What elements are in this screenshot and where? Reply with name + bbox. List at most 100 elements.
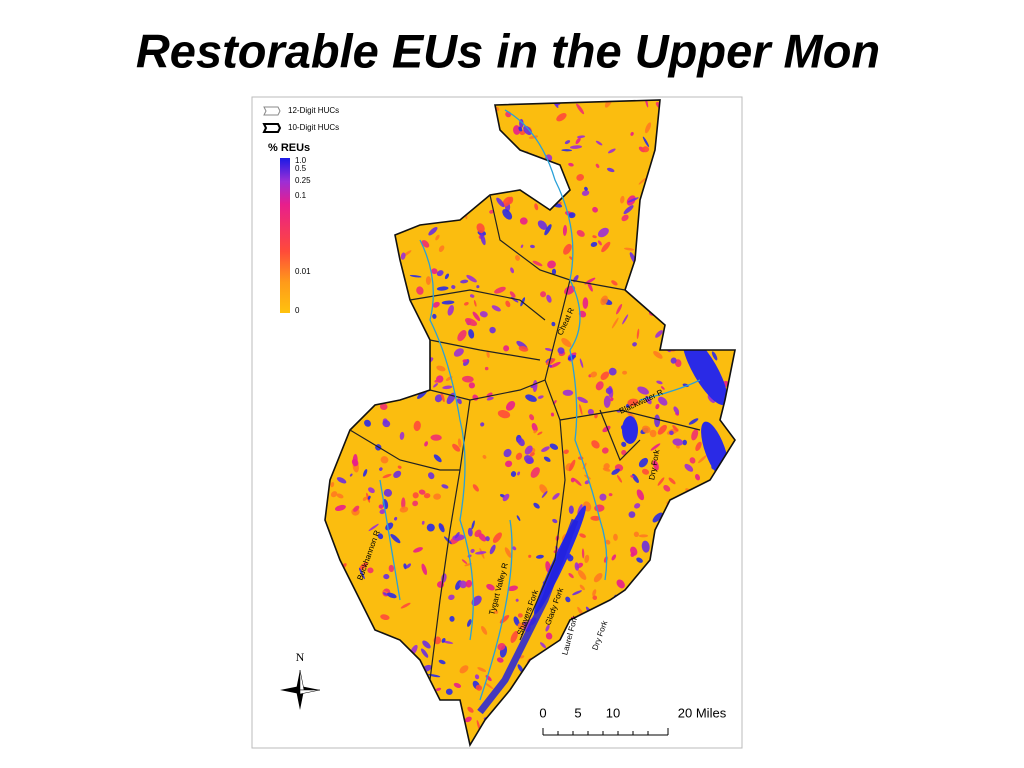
- reu-patch: [576, 174, 585, 181]
- reu-patch: [471, 520, 475, 530]
- reu-patch: [549, 361, 561, 368]
- legend-tick: 1.0: [295, 156, 307, 165]
- reu-patch: [530, 467, 540, 478]
- reu-patch: [485, 536, 490, 542]
- reu-patch: [541, 446, 550, 452]
- reu-patch: [523, 125, 532, 136]
- reu-patch: [682, 334, 728, 406]
- reu-patch: [611, 554, 617, 561]
- shavers-corridor: [477, 518, 579, 715]
- reu-patch: [630, 475, 634, 478]
- reu-patch: [668, 477, 676, 485]
- reu-patch: [403, 563, 407, 570]
- reu-patch: [638, 534, 649, 538]
- reu-patch: [452, 443, 461, 452]
- reu-patch: [649, 429, 657, 438]
- reu-patch: [652, 512, 663, 523]
- reu-patch: [556, 112, 567, 122]
- reu-patch: [605, 539, 611, 545]
- reu-patch: [616, 475, 623, 483]
- reu-patch: [634, 503, 641, 509]
- reu-patch: [672, 425, 679, 432]
- reu-patch: [672, 438, 684, 446]
- reu-patch: [505, 460, 513, 468]
- reu-patch: [467, 527, 473, 537]
- reu-patch: [630, 131, 634, 136]
- reu-patch: [481, 626, 488, 635]
- reu-patch: [576, 103, 585, 115]
- reu-patch: [663, 485, 671, 492]
- reu-patch: [517, 471, 521, 476]
- reu-patch: [427, 472, 435, 480]
- reu-patch: [394, 516, 398, 521]
- reu-patch: [454, 531, 460, 539]
- reu-patch: [579, 358, 584, 368]
- reu-patch: [451, 285, 456, 289]
- reu-patch: [358, 562, 368, 571]
- reu-patch: [433, 454, 442, 463]
- reu-patch: [525, 394, 537, 402]
- scale-bar: [542, 728, 669, 736]
- reu-patch: [622, 314, 629, 325]
- reu-patch: [406, 563, 412, 569]
- reu-patch: [525, 458, 534, 464]
- reu-patch: [528, 554, 532, 558]
- reu-patch: [497, 410, 511, 419]
- reu-patch: [399, 506, 409, 513]
- reu-patch: [468, 382, 476, 389]
- legend-tick: 0.25: [295, 176, 311, 185]
- reu-patch: [336, 493, 344, 499]
- reu-patch: [590, 371, 598, 378]
- reu-patch: [595, 381, 604, 391]
- reu-patch: [368, 523, 379, 532]
- reu-patch: [548, 364, 553, 368]
- legend-tick: 0.5: [295, 164, 307, 173]
- reu-patch: [382, 419, 391, 428]
- reu-patch: [568, 459, 576, 472]
- reu-patch: [637, 386, 649, 395]
- reu-patch: [655, 403, 660, 410]
- reu-patch: [628, 511, 636, 518]
- reu-patch: [563, 449, 569, 454]
- reu-patch: [460, 279, 469, 284]
- reu-patch: [599, 493, 607, 501]
- reu-patch: [608, 493, 613, 497]
- reu-patch: [486, 583, 495, 591]
- reu-patch: [513, 616, 520, 627]
- reu-patch: [517, 622, 525, 629]
- reu-patch: [467, 706, 474, 713]
- reu-patch: [531, 422, 538, 432]
- reu-patch: [502, 493, 510, 502]
- reu-patch: [464, 318, 478, 327]
- reu-patch: [444, 273, 450, 280]
- reu-patch: [579, 404, 583, 416]
- reu-patch: [568, 162, 574, 167]
- reu-patch: [611, 280, 618, 286]
- reu-patch: [572, 590, 583, 596]
- reu-patch: [601, 447, 609, 454]
- reu-patch: [541, 491, 548, 498]
- reu-patch: [602, 425, 611, 433]
- reu-patch: [627, 197, 639, 203]
- reu-patch: [438, 245, 445, 252]
- reu-patch: [426, 523, 435, 532]
- reu-patch: [461, 375, 474, 383]
- reu-patch: [551, 321, 556, 327]
- huc10-icon: [262, 123, 282, 133]
- reu-patch: [592, 589, 597, 597]
- reu-patch: [520, 244, 524, 248]
- reu-patch: [552, 518, 558, 524]
- reu-patch: [579, 533, 586, 538]
- reu-patch: [353, 505, 360, 512]
- reu-patch: [697, 455, 707, 464]
- reu-patch: [632, 342, 637, 347]
- reu-patch: [636, 328, 640, 339]
- reu-patch: [642, 425, 651, 434]
- reu-patch: [569, 256, 573, 260]
- reu-patch: [653, 351, 663, 359]
- reu-patch: [623, 247, 635, 251]
- reu-patch: [484, 682, 494, 690]
- reu-patch: [420, 648, 429, 658]
- reu-patch: [524, 445, 533, 455]
